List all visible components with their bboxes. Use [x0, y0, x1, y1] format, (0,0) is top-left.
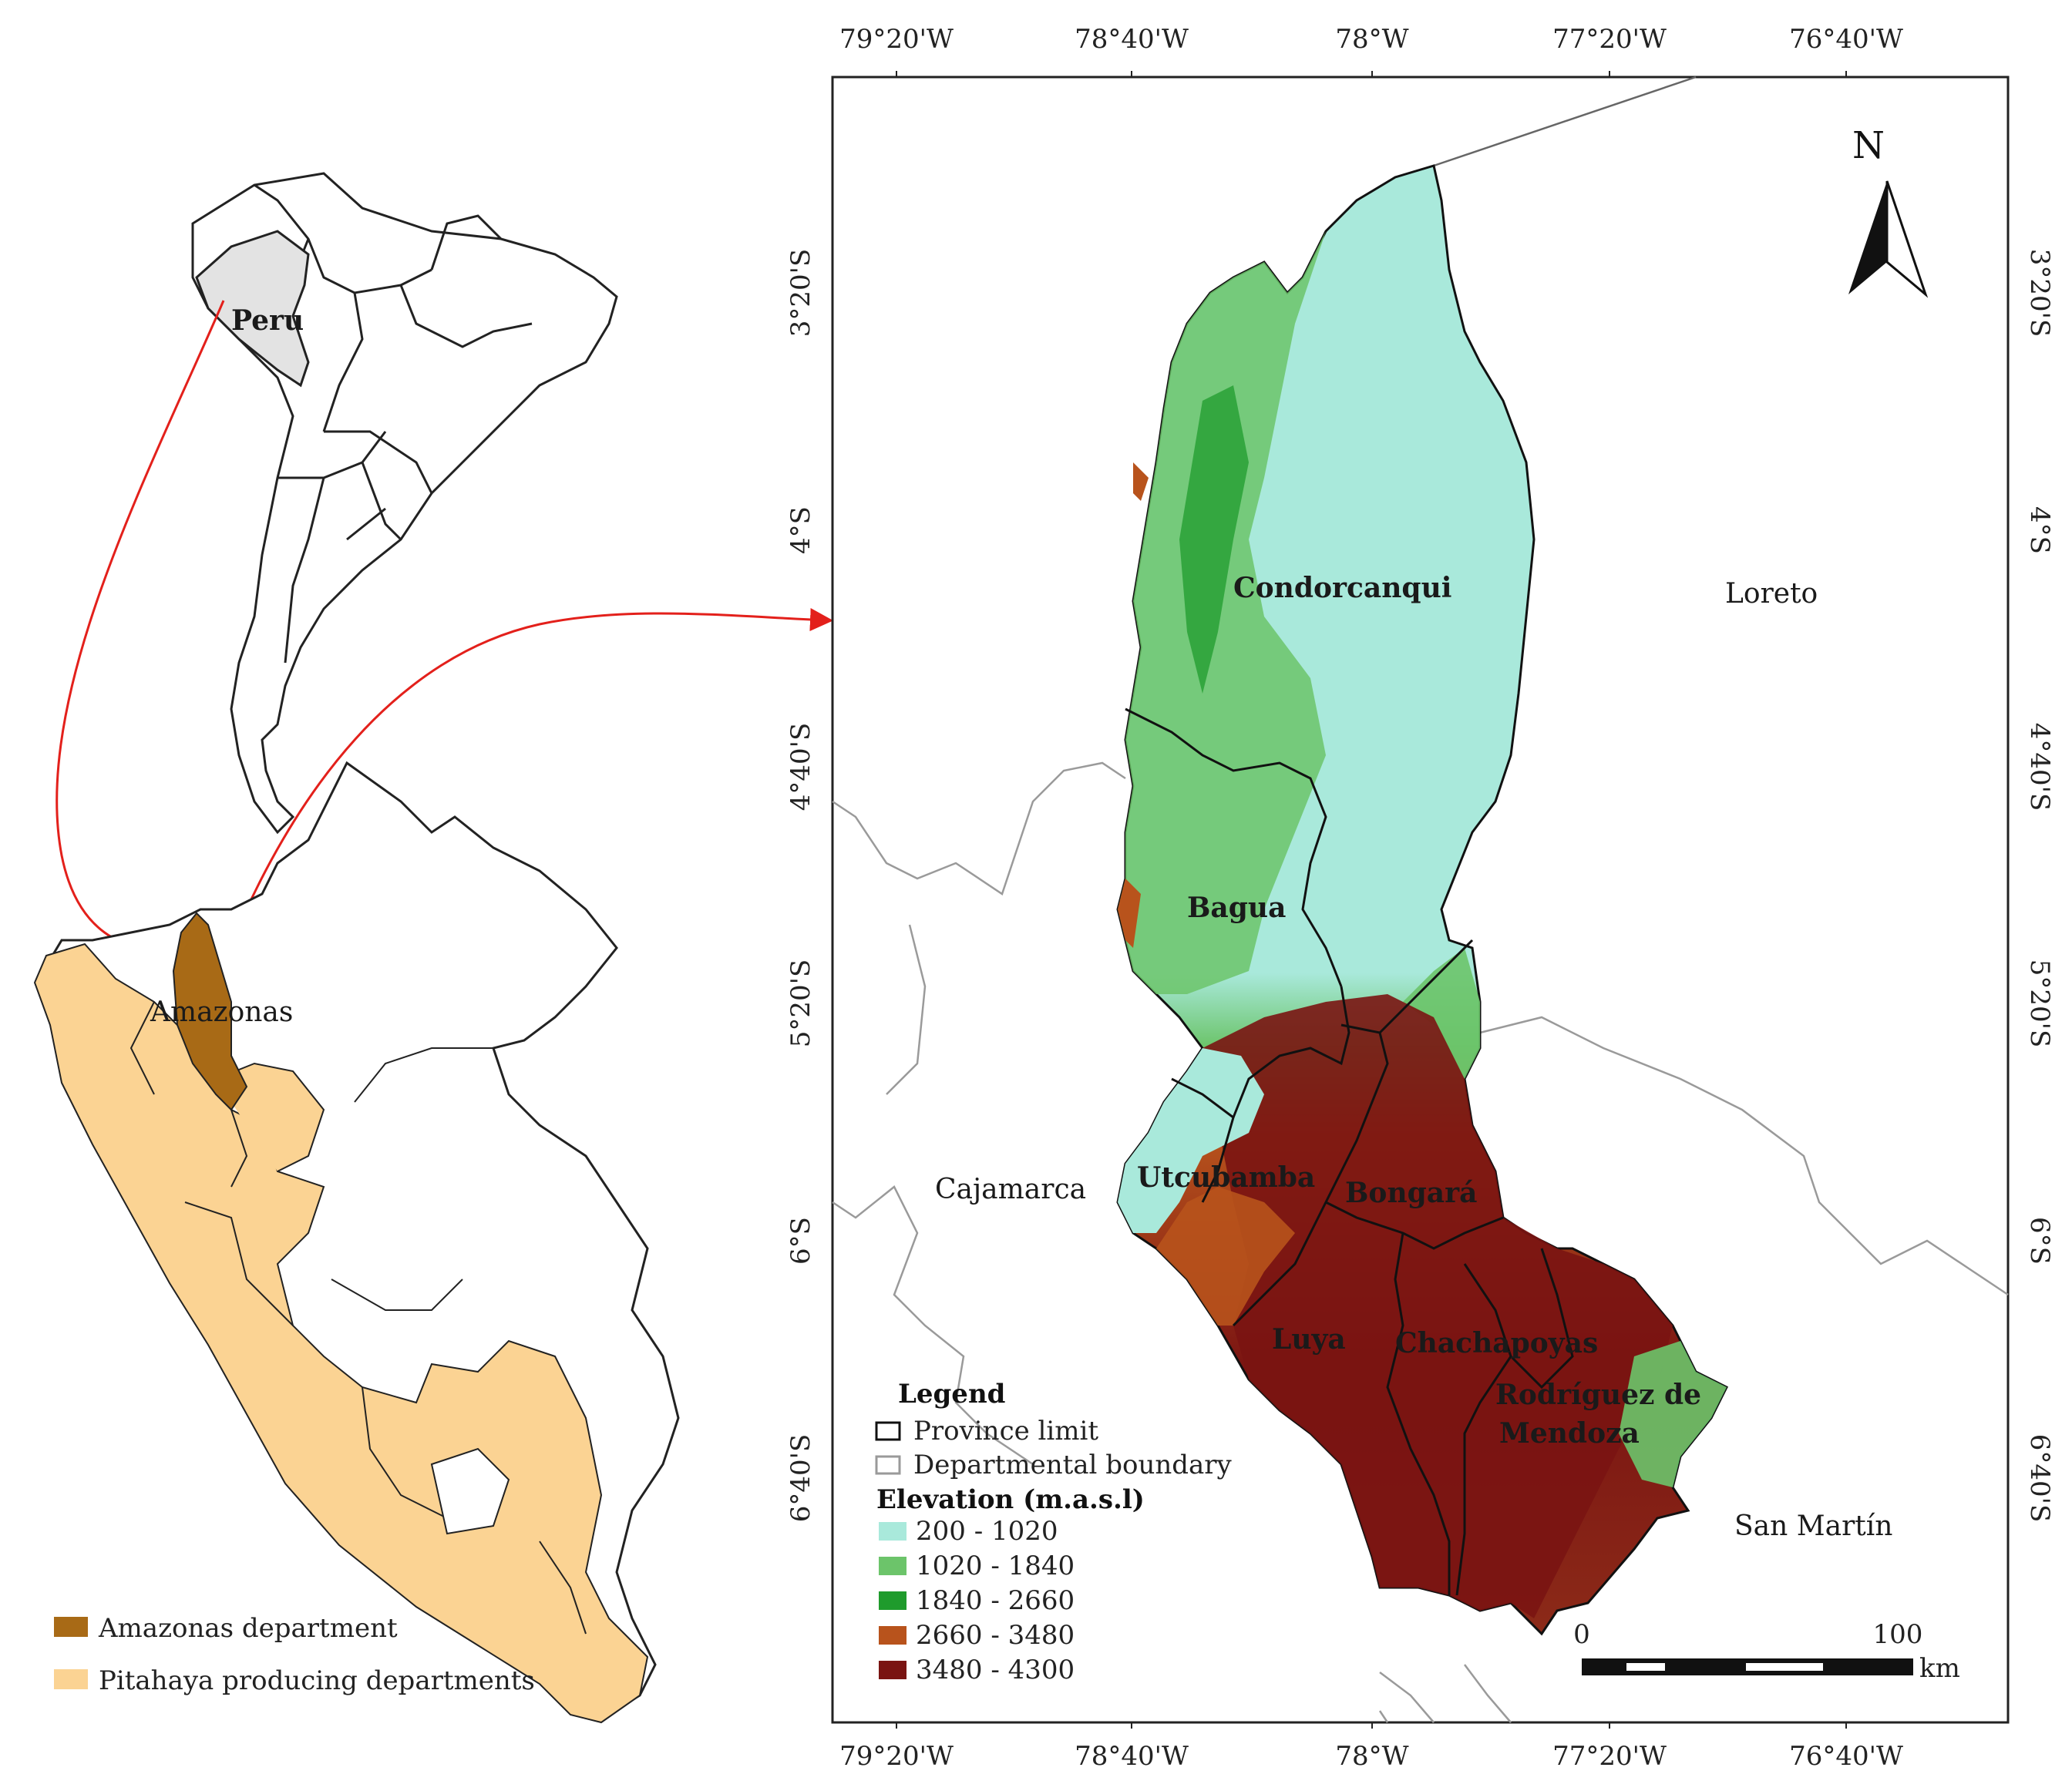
province-label-luya: Luya [1272, 1323, 1346, 1356]
svg-text:N: N [1852, 124, 1885, 167]
y-tick-right-3: 4°40'S [2024, 723, 2055, 811]
north-arrow: N [1848, 124, 1929, 298]
elevation-legend: Legend Province limit Departmental bound… [875, 1379, 1233, 1685]
legend-swatch-amazonas [54, 1617, 88, 1637]
x-tick-top-4: 77°20'W [1552, 24, 1667, 55]
y-tick-left-4: 5°20'S [785, 959, 816, 1048]
neighbor-label-loreto: Loreto [1725, 578, 1818, 610]
province-label-bongara: Bongará [1345, 1177, 1477, 1209]
svg-text:3480 - 4300: 3480 - 4300 [916, 1655, 1075, 1685]
x-tick-top-5: 76°40'W [1789, 24, 1903, 55]
province-label-mendoza: Mendoza [1499, 1417, 1640, 1450]
province-label-rodriguez: Rodríguez de [1495, 1379, 1701, 1411]
peru-highlight [195, 230, 310, 388]
amazonas-label: Amazonas [150, 996, 293, 1028]
svg-text:1840 - 2660: 1840 - 2660 [916, 1585, 1075, 1616]
y-tick-right-2: 4°S [2024, 506, 2055, 554]
x-tick-bottom-4: 77°20'W [1552, 1741, 1667, 1772]
legend-label-amazonas: Amazonas department [98, 1613, 398, 1644]
svg-text:200 - 1020: 200 - 1020 [916, 1516, 1058, 1547]
province-limits [1125, 707, 1574, 1596]
y-tick-right-4: 5°20'S [2024, 959, 2055, 1048]
svg-text:0: 0 [1573, 1619, 1590, 1650]
peru-map: Amazonas [33, 761, 680, 1724]
x-tick-top-2: 78°40'W [1075, 24, 1189, 55]
svg-text:Departmental boundary: Departmental boundary [913, 1450, 1233, 1480]
province-label-chachapoyas: Chachapoyas [1395, 1327, 1598, 1359]
amazonas-department [172, 912, 248, 1111]
neighbor-label-cajamarca: Cajamarca [935, 1174, 1086, 1205]
legend-label-pitahaya: Pitahaya producing departments [99, 1665, 535, 1696]
y-tick-left-6: 6°40'S [785, 1434, 816, 1523]
neighbor-label-san-martin: San Martín [1734, 1510, 1892, 1542]
y-tick-left-5: 6°S [785, 1217, 816, 1265]
y-tick-left-1: 3°20'S [785, 249, 816, 338]
province-label-bagua: Bagua [1187, 892, 1286, 924]
x-tick-bottom-3: 78°W [1335, 1741, 1408, 1772]
y-tick-left-3: 4°40'S [785, 723, 816, 811]
x-tick-bottom-1: 79°20'W [839, 1741, 954, 1772]
x-tick-top-1: 79°20'W [839, 24, 954, 55]
overview-legend: Amazonas department Pitahaya producing d… [54, 1613, 535, 1696]
peru-label: Peru [231, 304, 304, 337]
province-label-utcubamba: Utcubamba [1137, 1161, 1315, 1194]
x-tick-top-3: 78°W [1335, 24, 1408, 55]
arrow-to-main-map [222, 608, 833, 964]
province-label-condorcanqui: Condorcanqui [1233, 572, 1451, 604]
svg-text:Legend: Legend [898, 1379, 1005, 1410]
legend-swatch-pitahaya [54, 1669, 88, 1689]
svg-text:100: 100 [1873, 1619, 1923, 1650]
svg-text:2660 - 3480: 2660 - 3480 [916, 1620, 1075, 1651]
arrow-to-peru-detail [56, 300, 225, 963]
y-tick-left-2: 4°S [785, 506, 816, 554]
x-tick-bottom-5: 76°40'W [1789, 1741, 1903, 1772]
scale-bar: 0 100 km [1573, 1619, 1960, 1684]
x-tick-bottom-2: 78°40'W [1075, 1741, 1189, 1772]
svg-text:Province limit: Province limit [913, 1416, 1098, 1447]
svg-text:km: km [1919, 1653, 1960, 1684]
graticule [896, 71, 1847, 1729]
departmental-boundaries [832, 76, 2009, 1723]
y-tick-right-5: 6°S [2024, 1217, 2055, 1265]
y-tick-right-1: 3°20'S [2024, 249, 2055, 338]
svg-text:Elevation (m.a.s.l): Elevation (m.a.s.l) [876, 1484, 1145, 1515]
svg-text:1020 - 1840: 1020 - 1840 [916, 1551, 1075, 1581]
y-tick-right-6: 6°40'S [2024, 1434, 2055, 1523]
